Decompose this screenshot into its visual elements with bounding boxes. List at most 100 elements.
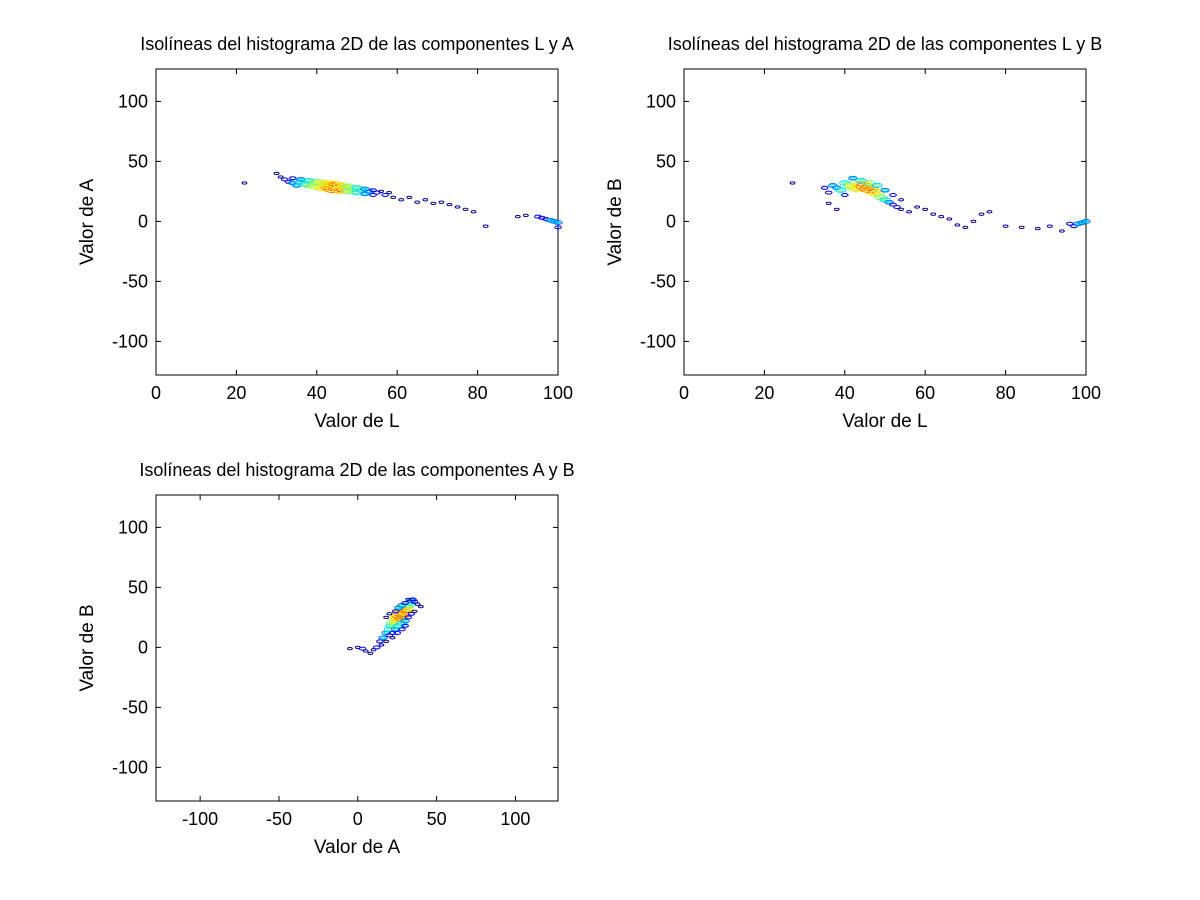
x-tick-label: 50 <box>427 809 447 829</box>
density-point <box>946 217 953 221</box>
density-point <box>401 601 409 605</box>
subplot-a-b: Isolíneas del histograma 2D de las compo… <box>77 460 575 858</box>
density-point <box>404 615 413 620</box>
density-point <box>317 179 333 187</box>
density-point <box>422 198 429 202</box>
density-point <box>362 649 369 653</box>
density-point <box>898 198 904 202</box>
density-point-inner <box>328 181 338 187</box>
x-axis-label: Valor de L <box>842 411 927 432</box>
density-point <box>978 212 985 216</box>
density-point <box>369 193 377 197</box>
density-point <box>824 190 833 195</box>
density-point <box>1058 229 1065 233</box>
density-point <box>833 207 840 212</box>
density-point-inner <box>837 188 844 192</box>
density-point <box>825 201 832 206</box>
x-tick-label: 100 <box>1071 383 1101 403</box>
subplot-l-b: Isolíneas del histograma 2D de las compo… <box>605 34 1102 432</box>
density-point <box>414 602 421 606</box>
density-point-inner <box>886 200 892 204</box>
density-point <box>893 205 901 209</box>
density-point <box>369 188 377 193</box>
density-point <box>401 623 409 628</box>
x-tick-label: 60 <box>915 383 935 403</box>
density-point-inner <box>555 221 561 225</box>
density-point <box>1046 224 1053 228</box>
density-marks <box>347 597 424 656</box>
density-point-inner <box>865 181 873 185</box>
density-point <box>1066 221 1074 226</box>
density-point <box>383 615 390 620</box>
density-point <box>400 618 410 624</box>
density-point <box>789 181 796 185</box>
density-point <box>889 202 897 207</box>
density-point <box>360 186 370 192</box>
density-point <box>394 605 404 611</box>
density-point <box>835 187 847 193</box>
density-point <box>241 181 248 185</box>
y-ticks: 100 50 0 -50 -100 <box>112 91 558 351</box>
y-ticks: 100 50 0 -50 -100 <box>640 91 1086 351</box>
y-tick-label: 50 <box>656 151 676 171</box>
density-point-inner <box>393 627 399 631</box>
density-point-inner <box>294 183 300 187</box>
density-point <box>277 175 284 179</box>
density-point <box>1002 224 1009 228</box>
x-tick-label: 100 <box>543 383 573 403</box>
x-ticks: -100 -50 0 50 100 <box>182 495 530 829</box>
density-marks <box>789 175 1091 233</box>
x-tick-label: 80 <box>996 383 1016 403</box>
density-point <box>454 205 461 209</box>
density-point <box>1018 225 1025 230</box>
density-point <box>383 639 390 644</box>
density-point <box>386 612 393 616</box>
density-point <box>288 176 297 181</box>
density-point-inner <box>882 188 888 192</box>
x-tick-label: 100 <box>500 809 530 829</box>
density-point-inner <box>313 179 321 184</box>
density-point <box>378 189 385 194</box>
density-point-inner <box>298 177 304 181</box>
density-point-inner <box>353 186 361 190</box>
density-point <box>1034 226 1041 231</box>
density-point <box>841 193 849 197</box>
density-point <box>889 193 897 197</box>
density-point <box>398 627 406 632</box>
y-ticks: 100 50 0 -50 -100 <box>112 517 558 777</box>
density-point <box>462 207 469 212</box>
density-point-inner <box>1083 219 1089 223</box>
density-point <box>922 207 929 212</box>
density-point <box>358 646 367 651</box>
density-point <box>522 213 529 218</box>
y-tick-label: 100 <box>118 517 148 537</box>
density-point <box>414 200 421 204</box>
density-point <box>389 636 396 640</box>
density-point <box>553 220 563 225</box>
density-point-inner <box>402 619 408 623</box>
y-tick-label: -50 <box>122 697 148 717</box>
y-tick-label: -50 <box>122 271 148 291</box>
density-point <box>938 214 945 219</box>
density-point <box>848 175 858 181</box>
x-tick-label: 40 <box>835 383 855 403</box>
x-axis-label: Valor de A <box>314 837 401 858</box>
y-tick-label: 50 <box>128 577 148 597</box>
density-point <box>393 631 402 635</box>
chart-title: Isolíneas del histograma 2D de las compo… <box>668 34 1103 54</box>
density-point <box>411 609 418 614</box>
density-point <box>405 597 412 602</box>
density-point <box>273 171 280 176</box>
x-tick-label: 20 <box>754 383 774 403</box>
y-tick-label: -50 <box>650 271 676 291</box>
density-point <box>914 205 921 209</box>
x-tick-label: -100 <box>182 809 218 829</box>
y-axis-label: Valor de B <box>605 178 626 265</box>
chart-title: Isolíneas del histograma 2D de las compo… <box>139 460 574 480</box>
density-point <box>390 195 397 200</box>
density-point <box>880 187 890 193</box>
density-point <box>962 225 969 230</box>
density-point <box>430 201 437 206</box>
density-point <box>406 195 413 200</box>
density-point <box>514 214 521 219</box>
